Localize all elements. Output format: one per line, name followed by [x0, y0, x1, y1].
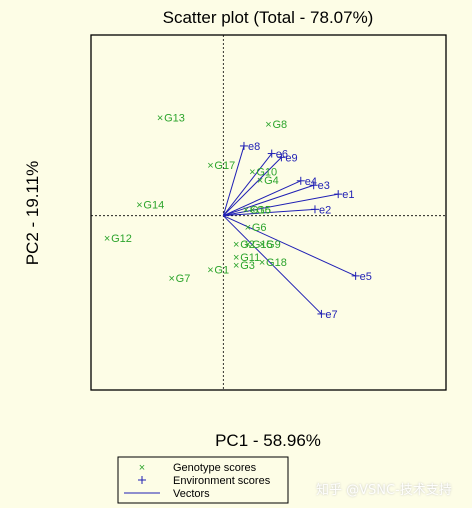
- genotype-label-G15: G15: [252, 239, 273, 251]
- genotype-point-G4: ×: [257, 175, 263, 187]
- genotype-point-G7: ×: [168, 273, 174, 285]
- genotype-point-G3: ×: [233, 260, 239, 272]
- genotype-label-G3: G3: [240, 260, 255, 272]
- watermark: 知乎 @VSNC-技术支持: [316, 483, 452, 498]
- environment-label-e3: e3: [318, 180, 330, 192]
- genotype-label-G14: G14: [143, 199, 164, 211]
- environment-label-e2: e2: [319, 204, 331, 216]
- vector-e4: [223, 180, 301, 217]
- genotype-point-G17: ×: [207, 160, 213, 172]
- genotype-point-G8: ×: [265, 119, 271, 131]
- environment-label-e5: e5: [360, 271, 372, 283]
- genotype-point-G13: ×: [157, 112, 163, 124]
- environment-layer: e8e6e9e4e3e1e2e5e7: [239, 141, 372, 321]
- vector-e8: [222, 145, 245, 216]
- environment-label-e9: e9: [285, 152, 297, 164]
- genotype-label-G18: G18: [266, 257, 287, 269]
- environment-point-e6: [267, 149, 276, 158]
- vector-e9: [222, 156, 282, 217]
- genotype-point-G1: ×: [207, 265, 213, 277]
- genotype-label-G4: G4: [264, 175, 279, 187]
- genotype-point-G14: ×: [136, 199, 142, 211]
- genotype-label-G7: G7: [176, 273, 191, 285]
- genotype-point-G18: ×: [259, 257, 265, 269]
- genotype-label-G11: G11: [240, 252, 260, 264]
- genotype-point-G6: ×: [245, 222, 251, 234]
- environment-label-e1: e1: [342, 189, 354, 201]
- chart-title: Scatter plot (Total - 78.07%): [163, 8, 374, 27]
- genotype-label-G5: G5: [256, 204, 271, 216]
- genotype-point-G15: ×: [245, 239, 251, 251]
- genotype-label-G16: G16: [250, 204, 271, 216]
- genotype-point-G9: ×: [259, 239, 265, 251]
- vectors-layer: [222, 145, 356, 315]
- genotype-label-G12: G12: [111, 233, 132, 245]
- y-axis-label: PC2 - 19.11%: [23, 161, 42, 266]
- genotype-label-G1: G1: [214, 265, 229, 277]
- genotype-point-G10: ×: [249, 166, 255, 178]
- legend-box: [117, 456, 289, 504]
- vector-e7: [222, 215, 322, 315]
- environment-point-e5: [351, 271, 360, 280]
- genotype-label-G6: G6: [252, 222, 267, 234]
- environment-point-e8: [239, 141, 248, 150]
- plot-frame: [90, 34, 447, 391]
- genotype-label-G2: G2: [240, 239, 255, 251]
- x-axis-label: PC1 - 58.96%: [215, 431, 321, 450]
- environment-point-e1: [334, 190, 343, 199]
- vector-e5: [223, 215, 356, 277]
- legend: × Genotype scores Environment scores Vec…: [117, 456, 289, 504]
- environment-point-e9: [277, 153, 286, 162]
- vector-e2: [223, 208, 316, 217]
- environment-label-e7: e7: [325, 309, 337, 321]
- genotype-label-G8: G8: [273, 119, 288, 131]
- genotype-point-G12: ×: [104, 233, 110, 245]
- environment-label-e8: e8: [248, 141, 260, 153]
- genotype-point-G5: ×: [249, 204, 255, 216]
- legend-genotype-symbol: ×: [139, 462, 145, 474]
- vector-e1: [223, 193, 339, 217]
- vector-e3: [223, 184, 314, 217]
- environment-point-e7: [317, 309, 326, 318]
- environment-point-e3: [309, 181, 318, 190]
- vector-e6: [222, 153, 273, 216]
- genotype-point-G11: ×: [233, 252, 239, 264]
- genotype-layer: × G13× G8× G17× G10× G4× G14 × G16× G5× G6× G12× G2 ×…: [104, 112, 287, 284]
- genotype-label-G9: G9: [266, 239, 281, 251]
- genotype-point-G2: ×: [233, 239, 239, 251]
- legend-genotype-label: Genotype scores: [173, 462, 257, 474]
- genotype-label-G13: G13: [164, 112, 185, 124]
- environment-point-e4: [296, 176, 305, 185]
- environment-point-e2: [310, 205, 319, 214]
- genotype-point-G16: ×: [243, 204, 249, 216]
- environment-label-e4: e4: [305, 176, 317, 188]
- legend-vector-label: Vectors: [173, 488, 210, 500]
- genotype-label-G10: G10: [256, 166, 277, 178]
- genotype-label-G17: G17: [214, 160, 235, 172]
- legend-environment-label: Environment scores: [173, 475, 271, 487]
